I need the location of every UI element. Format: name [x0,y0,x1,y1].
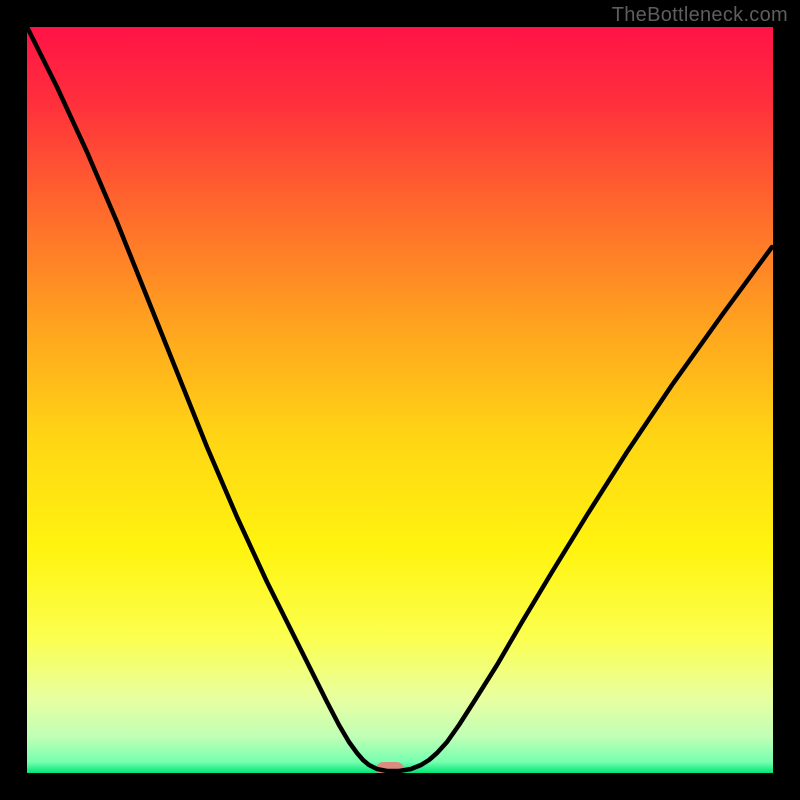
curve-polyline [27,27,772,771]
bottleneck-curve [27,27,773,773]
watermark-text: TheBottleneck.com [612,4,788,27]
plot-area [27,27,773,773]
chart-container: TheBottleneck.com [0,0,800,800]
